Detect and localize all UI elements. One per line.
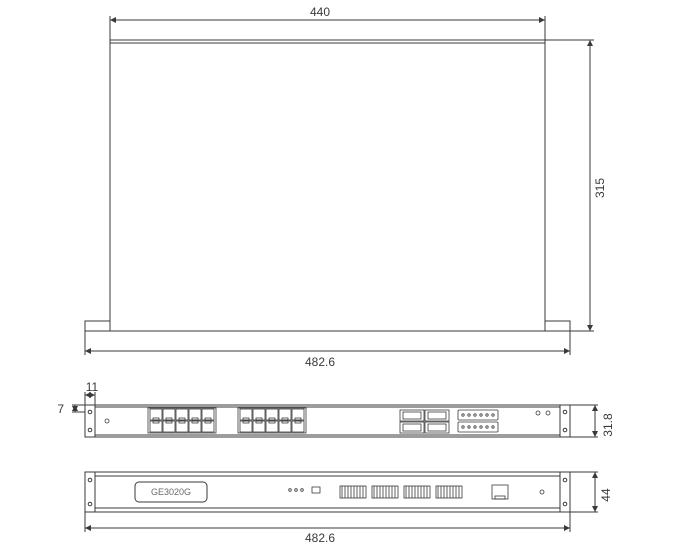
terminal-block	[458, 422, 498, 432]
top-view	[85, 40, 570, 331]
terminal-block	[458, 410, 498, 420]
rear-view: GE3020G	[85, 472, 570, 512]
vent-slot	[340, 486, 366, 498]
svg-text:31.8: 31.8	[601, 413, 615, 437]
sfp-port-block	[400, 410, 449, 433]
rj45-port-block	[148, 408, 216, 433]
mgmt-port	[492, 485, 508, 499]
vent-slot	[436, 486, 462, 498]
svg-text:44: 44	[599, 488, 613, 502]
svg-text:11: 11	[86, 380, 99, 394]
front-view	[85, 405, 570, 437]
rj45-port-block	[238, 408, 306, 433]
svg-text:482.6: 482.6	[305, 531, 335, 545]
vent-slot	[404, 486, 430, 498]
svg-text:315: 315	[593, 178, 607, 198]
svg-text:440: 440	[310, 5, 330, 19]
svg-text:482.6: 482.6	[305, 355, 335, 369]
svg-text:7: 7	[57, 402, 64, 416]
vent-slot	[372, 486, 398, 498]
product-label: GE3020G	[151, 487, 191, 497]
